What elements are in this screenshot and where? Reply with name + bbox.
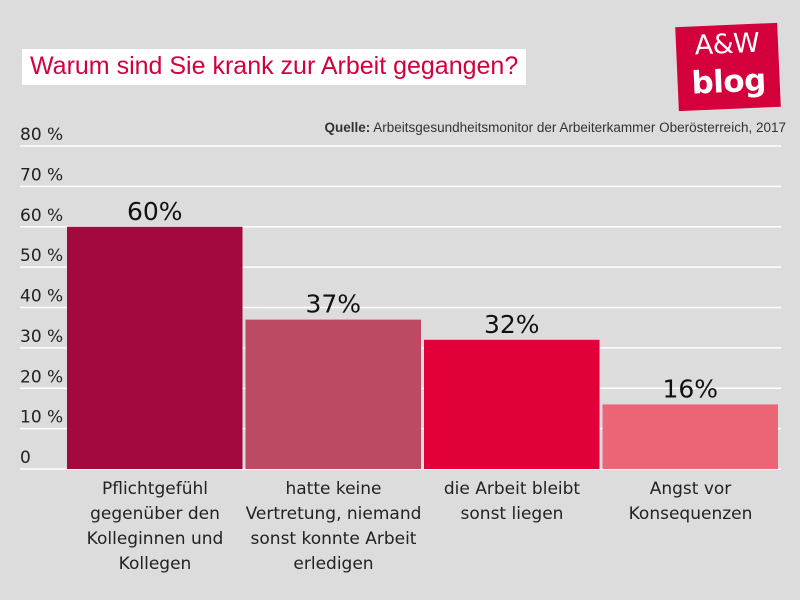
y-tick-label: 40 % xyxy=(20,287,63,307)
y-tick-label: 0 xyxy=(20,448,31,468)
y-tick-label: 10 % xyxy=(20,408,63,428)
bar xyxy=(424,339,600,469)
y-tick-label: 70 % xyxy=(20,165,63,185)
y-tick-label: 30 % xyxy=(20,327,63,347)
bar-value-label: 32% xyxy=(484,310,540,339)
bar xyxy=(602,404,778,469)
category-label: die Arbeit bleibt sonst liegen xyxy=(443,479,581,524)
bar-value-label: 37% xyxy=(305,290,361,319)
category-label: hatte keine Vertretung, niemand sonst konn… xyxy=(245,479,422,574)
bar xyxy=(245,319,421,469)
source-note: Quelle: Arbeitsgesundheitsmonitor der Ar… xyxy=(325,120,786,135)
chart-title: Warum sind Sie krank zur Arbeit gegangen… xyxy=(22,49,527,85)
bar-value-label: 16% xyxy=(662,374,718,403)
category-label: Angst vor Konsequenzen xyxy=(628,479,753,524)
source-text: Arbeitsgesundheitsmonitor der Arbeiterka… xyxy=(370,120,786,135)
source-label: Quelle: xyxy=(324,120,371,135)
bar xyxy=(67,226,243,469)
y-tick-label: 60 % xyxy=(20,206,63,226)
value-label-layer: 60% 37% 32% 16% xyxy=(127,197,718,404)
bar-value-label: 60% xyxy=(127,197,183,226)
y-tick-label: 20 % xyxy=(20,367,63,387)
tick-layer: 0 10 % 20 % 30 % 40 % 50 % 60 % 70 % 80 % xyxy=(20,125,63,468)
y-tick-label: 50 % xyxy=(20,246,63,266)
category-label: Pflichtgefühl gegenüber den Kolleginnen un… xyxy=(86,479,224,574)
bar-layer xyxy=(67,226,778,469)
y-tick-label: 80 % xyxy=(20,125,63,145)
